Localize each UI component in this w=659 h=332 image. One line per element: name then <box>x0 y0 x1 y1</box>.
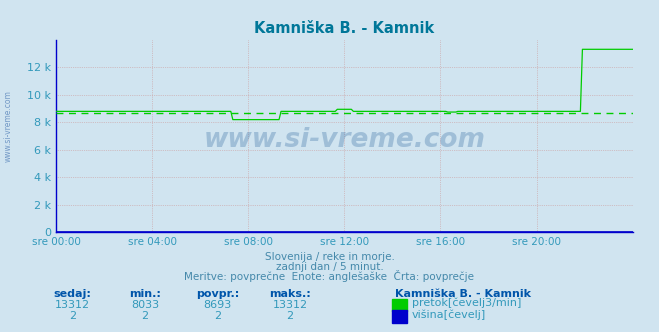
Text: višina[čevelj]: višina[čevelj] <box>412 309 486 320</box>
Text: Meritve: povprečne  Enote: anglešaške  Črta: povprečje: Meritve: povprečne Enote: anglešaške Črt… <box>185 270 474 282</box>
Text: Slovenija / reke in morje.: Slovenija / reke in morje. <box>264 252 395 262</box>
Text: povpr.:: povpr.: <box>196 289 239 299</box>
Text: 8033: 8033 <box>131 300 159 310</box>
Text: 13312: 13312 <box>272 300 308 310</box>
Text: maks.:: maks.: <box>269 289 311 299</box>
Text: 2: 2 <box>69 311 76 321</box>
Text: 2: 2 <box>214 311 221 321</box>
Text: min.:: min.: <box>129 289 161 299</box>
Text: www.si-vreme.com: www.si-vreme.com <box>3 90 13 162</box>
Text: Kamniška B. - Kamnik: Kamniška B. - Kamnik <box>395 289 531 299</box>
Title: Kamniška B. - Kamnik: Kamniška B. - Kamnik <box>254 21 434 36</box>
Text: 13312: 13312 <box>55 300 90 310</box>
Text: www.si-vreme.com: www.si-vreme.com <box>204 127 485 153</box>
Text: sedaj:: sedaj: <box>53 289 92 299</box>
Text: zadnji dan / 5 minut.: zadnji dan / 5 minut. <box>275 262 384 272</box>
Text: pretok[čevelj3/min]: pretok[čevelj3/min] <box>412 298 521 308</box>
Text: 8693: 8693 <box>204 300 231 310</box>
Text: 2: 2 <box>142 311 148 321</box>
Text: 2: 2 <box>287 311 293 321</box>
